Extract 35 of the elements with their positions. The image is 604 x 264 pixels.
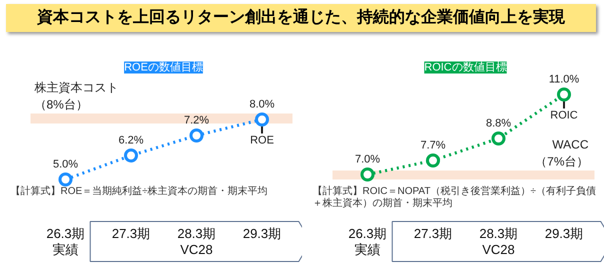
x-tick-label: 27.3期 <box>414 226 452 241</box>
x-tick-label: 26.3期実績 <box>348 226 387 257</box>
text: 【計算式】ROIC＝NOPAT（税引き後営業利益）÷（有利子負債＋株主資本）の期首・期末平均 <box>312 185 596 209</box>
x-tick-label: 28.3期 <box>479 226 518 241</box>
x-tick-label: 29.3期 <box>544 226 584 241</box>
text: 【計算式】ROE＝当期純利益÷株主資本の期首・期末平均 <box>10 185 268 197</box>
x-tick-label: 28.3期 <box>177 226 216 241</box>
band-label: WACC（7%台） <box>535 138 589 168</box>
point <box>360 168 374 182</box>
series-label: ROIC <box>550 110 578 122</box>
chart-title: 資本コストを上回るリターン創出を通じた、持続的な企業価値向上を実現 <box>37 7 565 28</box>
chart-subtitle: ROEの数値目標 <box>124 62 203 74</box>
point <box>426 154 440 168</box>
data-label: 5.0% <box>52 158 78 170</box>
x-tick-label: 27.3期 <box>112 226 150 241</box>
data-label: 7.2% <box>184 114 210 126</box>
data-label: 7.7% <box>420 140 446 152</box>
data-label: 8.8% <box>486 118 512 130</box>
point <box>190 128 204 142</box>
series-label: ROE <box>250 134 274 146</box>
data-label: 8.0% <box>249 98 275 110</box>
chart-subtitle: ROICの数値目標 <box>424 62 507 74</box>
point <box>557 88 571 102</box>
text: VC28 <box>180 242 213 257</box>
band-label: 株主資本コスト（8%台） <box>34 80 118 112</box>
point <box>124 148 138 162</box>
point <box>255 112 269 126</box>
text: VC28 <box>482 242 515 257</box>
data-label: 11.0% <box>548 74 580 86</box>
data-label: 6.2% <box>118 134 144 146</box>
point <box>492 132 506 146</box>
x-tick-label: 26.3期実績 <box>46 226 85 257</box>
point <box>58 172 72 186</box>
data-label: 7.0% <box>354 154 380 166</box>
x-tick-label: 29.3期 <box>242 226 282 241</box>
